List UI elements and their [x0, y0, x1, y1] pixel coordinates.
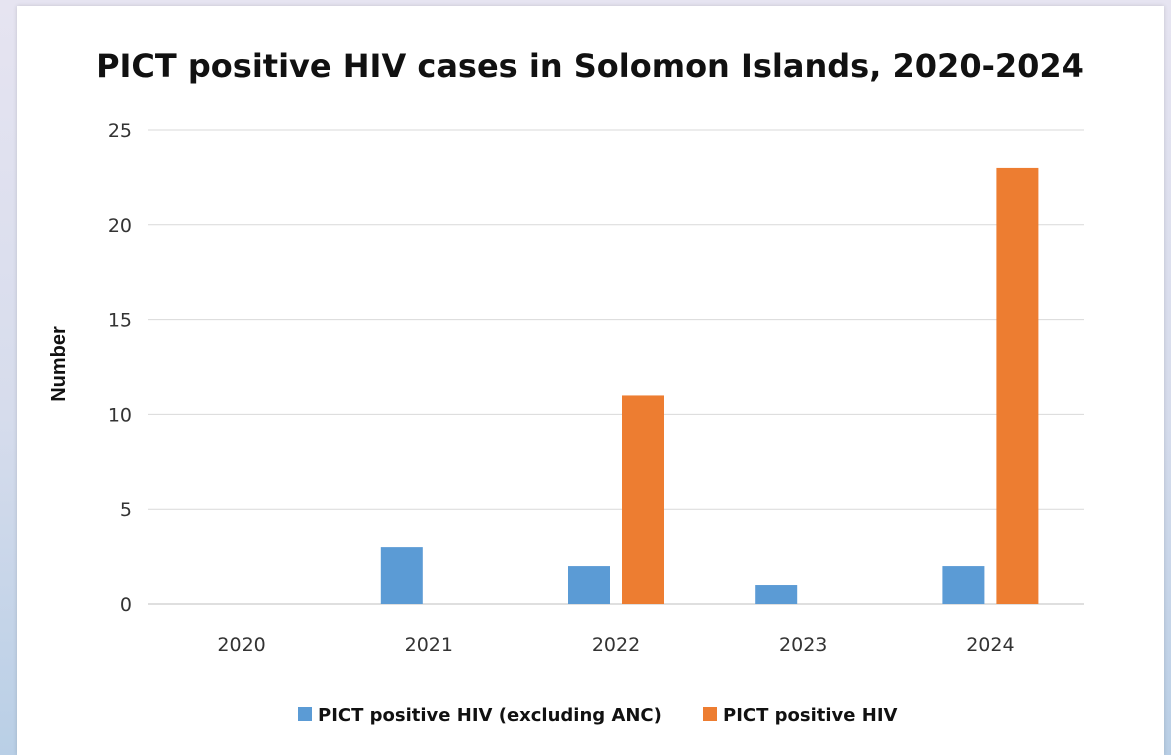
x-tick-label: 2022 [592, 634, 640, 656]
y-tick-label: 20 [108, 215, 132, 237]
y-tick-label: 15 [108, 310, 132, 332]
legend-swatch [298, 707, 312, 721]
x-tick-label: 2023 [779, 634, 827, 656]
bar-excluding-anc-2023 [755, 585, 798, 604]
legend-swatch [703, 707, 717, 721]
x-axis-ticks: 2020 2021 2022 2023 2024 [217, 634, 1014, 656]
chart-card: PICT positive HIV cases in Solomon Islan… [17, 6, 1164, 755]
bar-excluding-anc-2021 [380, 547, 423, 604]
bar-positive-hiv-2024 [996, 167, 1039, 605]
gridlines [148, 129, 1084, 605]
y-tick-label: 5 [120, 499, 132, 521]
x-tick-label: 2020 [217, 634, 265, 656]
legend: PICT positive HIV (excluding ANC) PICT po… [298, 705, 898, 726]
y-tick-label: 0 [120, 594, 132, 616]
legend-label: PICT positive HIV [723, 705, 898, 726]
y-tick-label: 10 [108, 404, 132, 426]
bar-positive-hiv-2022 [622, 395, 664, 604]
y-tick-label: 25 [108, 120, 132, 142]
chart-title: PICT positive HIV cases in Solomon Islan… [96, 47, 1084, 85]
x-tick-label: 2024 [966, 634, 1014, 656]
y-axis-ticks: 0 5 10 15 20 25 [108, 120, 132, 616]
bar-excluding-anc-2022 [568, 566, 610, 604]
legend-label: PICT positive HIV (excluding ANC) [318, 705, 662, 726]
y-axis-label: Number [48, 326, 70, 402]
x-tick-label: 2021 [405, 634, 453, 656]
bar-excluding-anc-2024 [942, 566, 985, 604]
chart: PICT positive HIV cases in Solomon Islan… [48, 47, 1084, 726]
bars [380, 167, 1039, 605]
